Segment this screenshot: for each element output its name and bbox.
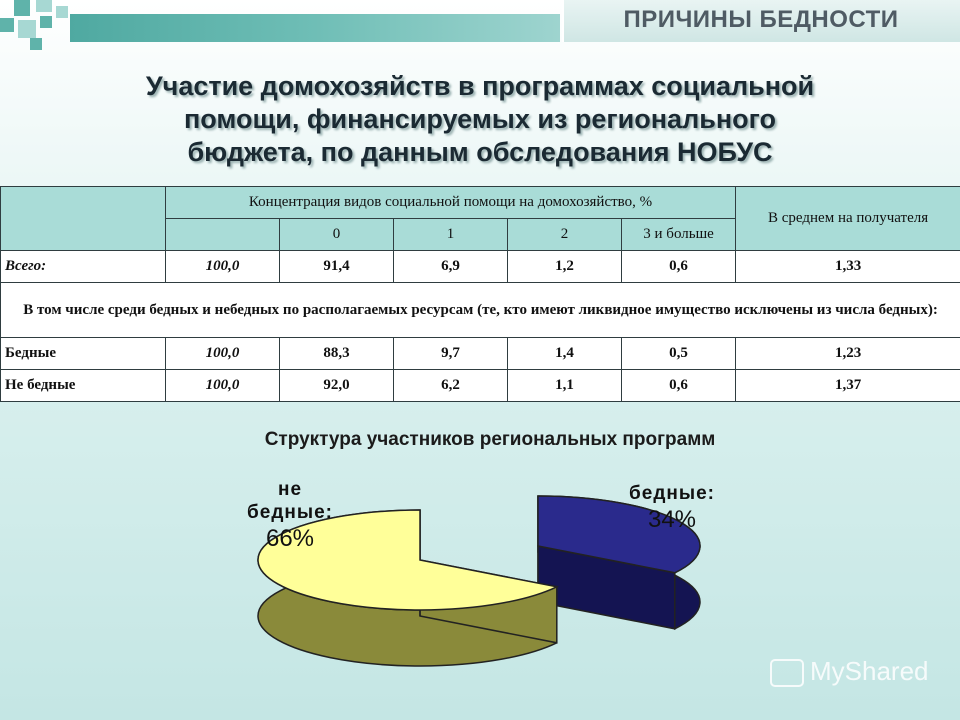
heading-line: Участие домохозяйств в программах социал… bbox=[145, 71, 815, 101]
watermark-text: MyShared bbox=[810, 656, 929, 686]
cell: 6,2 bbox=[393, 369, 508, 402]
watermark-icon bbox=[770, 659, 804, 688]
cell: 92,0 bbox=[279, 369, 394, 402]
table-note: В том числе среди бедных и небедных по р… bbox=[0, 282, 960, 338]
pie-slice bbox=[537, 495, 701, 630]
heading-line: бюджета, по данным обследования НОБУС bbox=[187, 137, 773, 167]
slice-label-line: не bbox=[277, 479, 303, 500]
table-header-row: Концентрация видов социальной помощи на … bbox=[0, 186, 960, 251]
slice-label-line: бедные: bbox=[247, 502, 333, 523]
cell: 1,4 bbox=[507, 337, 622, 370]
top-decor-bar: ПРИЧИНЫ БЕДНОСТИ bbox=[0, 0, 960, 50]
pie-label-not-poor: не бедные: 66% bbox=[228, 478, 352, 554]
cell-average: 1,23 bbox=[735, 337, 960, 370]
subheader-cell: 1 bbox=[393, 218, 508, 251]
slice-percent: 34% bbox=[647, 506, 697, 533]
row-label: Бедные bbox=[0, 337, 166, 370]
table-subheader-row: 0 1 2 3 и больше bbox=[1, 218, 960, 251]
concentration-header: Концентрация видов социальной помощи на … bbox=[164, 186, 737, 219]
cell-average: 1,37 bbox=[735, 369, 960, 402]
row-total: 100,0 bbox=[165, 369, 280, 402]
pie-slice-top bbox=[537, 495, 701, 574]
slice-label-line: бедные: bbox=[629, 483, 715, 504]
decor-square bbox=[40, 16, 52, 28]
row-label: Всего: bbox=[0, 250, 166, 283]
section-tab bbox=[562, 0, 960, 42]
subheader-cell: 0 bbox=[279, 218, 394, 251]
cell: 1,2 bbox=[507, 250, 622, 283]
cell: 0,6 bbox=[620, 369, 737, 402]
cell: 0,5 bbox=[620, 337, 737, 370]
subheader-cell: 2 bbox=[507, 218, 622, 251]
average-header: В среднем на получателя bbox=[735, 186, 960, 251]
cell: 9,7 bbox=[393, 337, 508, 370]
heading-line: помощи, финансируемых из регионального bbox=[183, 104, 777, 134]
decor-square bbox=[30, 38, 42, 50]
header-band bbox=[70, 14, 560, 42]
decor-square bbox=[36, 0, 52, 12]
cell: 88,3 bbox=[279, 337, 394, 370]
page-heading: Участие домохозяйств в программах социал… bbox=[40, 70, 920, 169]
subheader-empty bbox=[165, 218, 280, 251]
decor-square bbox=[18, 20, 36, 38]
decor-square bbox=[0, 18, 14, 32]
pie-slice bbox=[257, 509, 560, 667]
table-row: Не бедные 100,0 92,0 6,2 1,1 0,6 1,37 bbox=[0, 369, 960, 402]
corner-cell bbox=[0, 186, 166, 251]
pie-label-poor: бедные: 34% bbox=[610, 482, 734, 535]
data-table: Концентрация видов социальной помощи на … bbox=[0, 186, 960, 402]
cell: 0,6 bbox=[620, 250, 737, 283]
slice-percent: 66% bbox=[265, 525, 315, 552]
cell: 1,1 bbox=[507, 369, 622, 402]
table-row: Бедные 100,0 88,3 9,7 1,4 0,5 1,23 bbox=[0, 337, 960, 370]
pie-slice-top bbox=[257, 509, 560, 611]
table-note-row: В том числе среди бедных и небедных по р… bbox=[0, 282, 960, 338]
decor-square bbox=[56, 6, 68, 18]
chart-title: Структура участников региональных програ… bbox=[264, 429, 716, 450]
decor-square bbox=[14, 0, 30, 16]
cell-average: 1,33 bbox=[735, 250, 960, 283]
row-label: Не бедные bbox=[0, 369, 166, 402]
cell: 6,9 bbox=[393, 250, 508, 283]
watermark: MyShared bbox=[770, 656, 929, 688]
section-title: ПРИЧИНЫ БЕДНОСТИ bbox=[623, 6, 899, 33]
subheader-cell: 3 и больше bbox=[620, 218, 737, 251]
pie-chart bbox=[257, 495, 701, 667]
row-total: 100,0 bbox=[165, 337, 280, 370]
cell: 91,4 bbox=[279, 250, 394, 283]
row-total: 100,0 bbox=[165, 250, 280, 283]
table-row: Всего: 100,0 91,4 6,9 1,2 0,6 1,33 bbox=[0, 250, 960, 283]
